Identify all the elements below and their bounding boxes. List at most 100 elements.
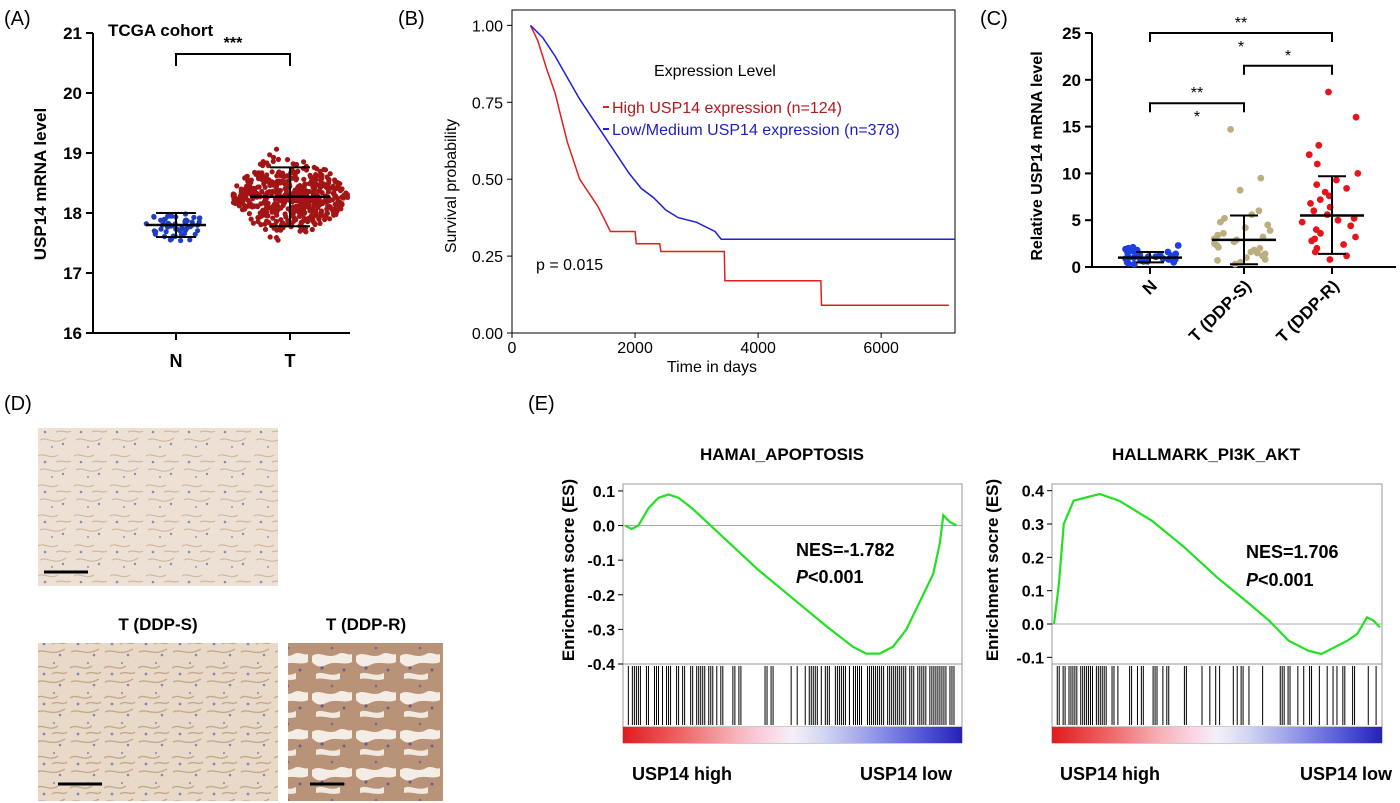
panel-c-dot — [1307, 200, 1314, 207]
panel-c-dot — [1214, 231, 1222, 239]
panel-c-sig-bracket — [1149, 102, 1245, 113]
panel-a-dot-T — [323, 184, 329, 190]
panel-a-dot-T — [284, 185, 290, 191]
panel-a-dot-T — [307, 197, 313, 203]
panel-b-xtick-label: 4000 — [740, 340, 776, 357]
panel-c-dot — [1347, 222, 1355, 230]
panel-a-dot-T — [234, 183, 240, 189]
panel-c-dot — [1220, 229, 1227, 237]
panel-a-dot-T — [250, 203, 257, 209]
panel-a-dot-T — [275, 156, 281, 162]
panel-a-dot-T — [264, 209, 270, 215]
panel-c-ytick-label: 15 — [1062, 118, 1081, 137]
panel-a-dot-T — [310, 175, 317, 181]
panel-a-dot-T — [295, 208, 301, 214]
panel-a-ytick-label: 16 — [63, 324, 82, 343]
gsea-es-curve — [1052, 492, 1381, 656]
ihc-title-r: T (DDP-R) — [326, 615, 406, 634]
panel-a-dot-T — [280, 173, 286, 179]
panel-c-dot — [1266, 227, 1274, 234]
panel-a-dot-N — [153, 229, 159, 235]
panel-a-dot-T — [336, 206, 342, 212]
panel-c-sig-bracket — [1243, 64, 1333, 75]
panel-e-gsea-apoptosis: HAMAI_APOPTOSIS Enrichment socre (ES) US… — [559, 445, 963, 784]
panel-a-dot-T — [248, 216, 254, 222]
panel-a-dot-T — [270, 215, 276, 221]
panel-a-dot-T — [306, 202, 312, 209]
panel-c-dot — [1227, 125, 1234, 133]
panel-a-dot-T — [244, 173, 250, 179]
panel-a-title: TCGA cohort — [108, 21, 213, 40]
panel-a-dot-T — [273, 146, 280, 152]
panel-a-dot-T — [279, 198, 285, 204]
panel-a-dot-T — [319, 190, 325, 196]
panel-a-dot-T — [252, 169, 258, 176]
gsea-frame — [1051, 483, 1383, 744]
panel-a-dot-T — [290, 204, 296, 210]
panel-a-dot-T — [319, 200, 326, 207]
panel-a-dot-T — [319, 176, 325, 182]
panel-b-frame — [511, 9, 956, 334]
panel-a-dot-N — [158, 217, 164, 223]
panel-a-dot-T — [330, 190, 336, 196]
gsea-frame — [622, 483, 963, 744]
panel-a-dot-T — [293, 161, 300, 168]
gsea-ytick-label: 0.4 — [1022, 484, 1044, 501]
survival-curve-high — [529, 25, 949, 307]
panel-a-ylabel: USP14 mRNA level — [31, 108, 50, 260]
gsea1-p-rest: <0.001 — [808, 567, 864, 587]
panel-a-ytick-label: 19 — [63, 144, 82, 163]
gsea1-p-letter: P — [796, 567, 809, 587]
panel-a-dot-T — [270, 158, 276, 164]
panel-a-dot-plot: TCGA cohort USP14 mRNA level 16 17 18 19 20 2… — [31, 21, 351, 371]
panel-b-xlabel: Time in days — [667, 359, 757, 376]
panel-a-dot-N — [169, 213, 175, 219]
panel-a-dot-T — [265, 190, 271, 196]
panel-a-dot-T — [293, 197, 299, 204]
panel-a-dot-T — [269, 169, 275, 175]
panel-a-dot-T — [259, 188, 265, 195]
panel-a-dot-T — [306, 188, 312, 195]
panel-c-dot — [1214, 257, 1221, 264]
panel-c-dot — [1333, 176, 1340, 184]
panel-a-dot-T — [327, 171, 333, 177]
panel-c-dot — [1352, 233, 1359, 241]
panel-a-dot-T — [308, 180, 314, 186]
panel-c-dot — [1340, 241, 1347, 248]
panel-a-dot-T — [250, 220, 256, 226]
gsea-rank-bar — [623, 727, 962, 743]
panel-a-dot-T — [259, 170, 265, 176]
gsea1-ylabel: Enrichment socre (ES) — [559, 479, 578, 661]
panel-d-ihc-images: N T (DDP-S) T (DDP-R) — [38, 427, 443, 801]
panel-a-dot-T — [301, 176, 307, 182]
survival-curve-low — [529, 24, 955, 240]
panel-a-dot-N — [178, 237, 184, 244]
panel-a-dot-T — [327, 216, 333, 222]
panel-c-dot — [1264, 221, 1272, 229]
panel-c-sig-label: ** — [1191, 85, 1203, 102]
panel-c-dot — [1313, 181, 1321, 189]
panel-a-sig-label: *** — [224, 35, 243, 52]
panel-a-dot-T — [245, 197, 251, 203]
panel-b-xtick-label: 2000 — [617, 340, 653, 357]
panel-a-dot-T — [282, 211, 288, 217]
gsea-ytick-label: 0.3 — [1022, 517, 1044, 534]
gsea2-left-label: USP14 high — [1060, 764, 1160, 784]
ihc-title-s: T (DDP-S) — [118, 615, 197, 634]
panel-a-dot-T — [275, 170, 281, 176]
panel-a-dot-N — [187, 237, 193, 243]
panel-a-dot-T — [327, 198, 333, 204]
panel-c-sig-label: * — [1285, 48, 1291, 65]
panel-a-dot-T — [295, 184, 301, 190]
panel-c-dot — [1261, 250, 1269, 258]
panel-c-dot-plot: Relative USP14 mRNA level 0 5 10 15 20 25 N T (… — [1029, 15, 1396, 347]
legend-label-high: High USP14 expression (n=124) — [612, 100, 842, 117]
gsea1-pvalue: P<0.001 — [796, 567, 864, 587]
panel-a-dot-T — [247, 183, 253, 189]
panel-b-legend-title: Expression Level — [654, 63, 776, 80]
panel-c-ytick-label: 20 — [1062, 71, 1081, 90]
panel-a-dot-T — [270, 154, 277, 160]
panel-c-dot — [1312, 226, 1320, 234]
panel-a-dot-T — [301, 203, 307, 209]
panel-a-dot-T — [273, 235, 280, 241]
